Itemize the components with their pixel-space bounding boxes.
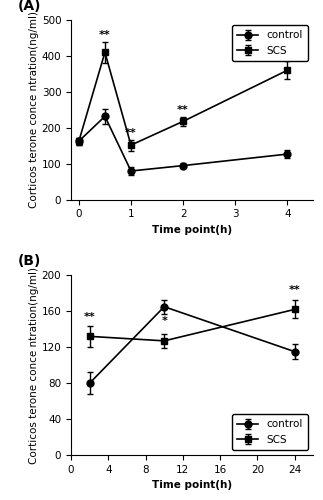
X-axis label: Time point(h): Time point(h): [152, 480, 232, 490]
Text: **: **: [177, 106, 189, 116]
Text: **: **: [84, 312, 96, 322]
Text: *: *: [161, 316, 167, 326]
Text: (B): (B): [18, 254, 41, 268]
Legend: control, SCS: control, SCS: [232, 25, 308, 61]
Text: **: **: [99, 30, 111, 40]
Y-axis label: Corticos terone conce ntration(ng/ml): Corticos terone conce ntration(ng/ml): [29, 12, 39, 208]
Legend: control, SCS: control, SCS: [232, 414, 308, 450]
Text: **: **: [281, 50, 293, 59]
Text: (A): (A): [18, 0, 41, 13]
X-axis label: Time point(h): Time point(h): [152, 225, 232, 235]
Y-axis label: Corticos terone conce ntration(ng/ml): Corticos terone conce ntration(ng/ml): [29, 266, 39, 464]
Text: **: **: [125, 128, 137, 138]
Text: **: **: [289, 285, 300, 295]
